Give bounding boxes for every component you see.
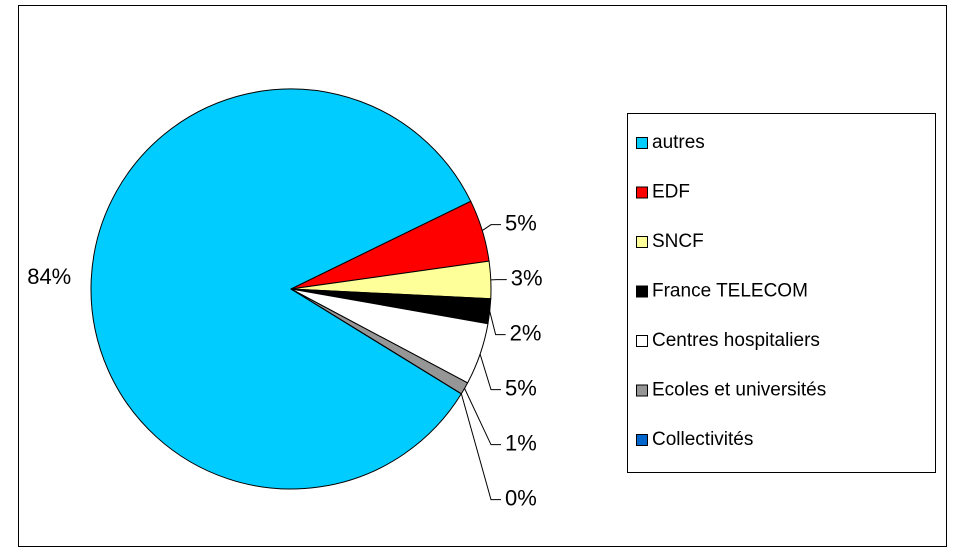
legend-label: Centres hospitaliers — [652, 330, 820, 351]
legend-label: autres — [652, 132, 705, 153]
data-label: 2% — [510, 320, 542, 345]
data-label: 0% — [505, 485, 537, 510]
data-label: 5% — [505, 210, 537, 235]
legend-swatch — [636, 434, 648, 446]
legend-swatch — [636, 186, 648, 199]
pie-slice — [290, 288, 462, 395]
legend-box — [627, 113, 936, 473]
legend-label: Collectivités — [652, 429, 753, 450]
data-label: 1% — [505, 430, 537, 455]
data-label: 84% — [27, 264, 71, 289]
leader-line — [489, 311, 506, 336]
legend-swatch — [636, 285, 648, 298]
leader-line — [481, 224, 501, 231]
data-label: 5% — [505, 375, 537, 400]
legend-swatch — [636, 137, 648, 149]
legend-label: EDF — [652, 182, 690, 203]
leader-line — [464, 388, 501, 446]
data-label: 3% — [511, 265, 543, 290]
leader-line — [460, 393, 501, 501]
legend-label: Ecoles et universités — [652, 380, 826, 401]
legend-swatch — [636, 384, 648, 397]
legend-label: France TELECOM — [652, 281, 808, 302]
legend-swatch — [636, 335, 648, 347]
legend-swatch — [636, 236, 648, 248]
leader-line — [479, 353, 501, 391]
legend-label: SNCF — [652, 231, 704, 252]
pie-slice — [90, 88, 472, 490]
